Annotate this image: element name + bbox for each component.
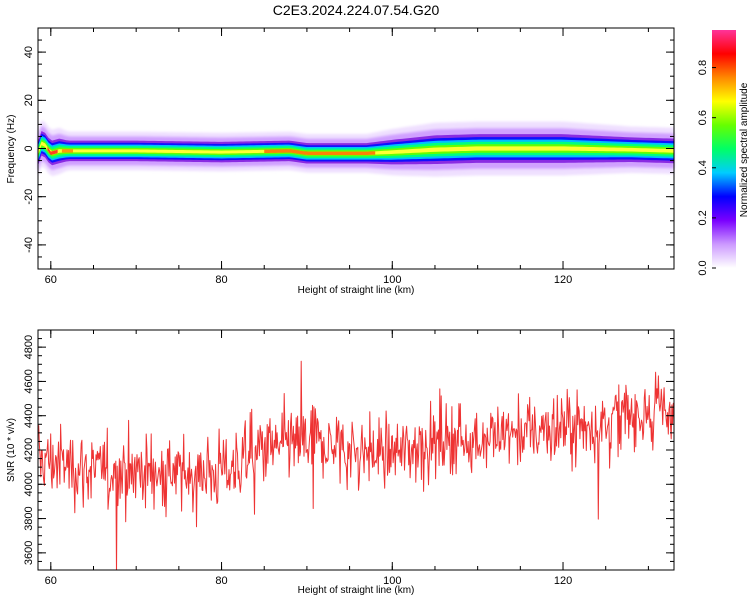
- y-tick-label: 3600: [23, 541, 35, 565]
- x-tick-label: 60: [45, 575, 57, 587]
- y-tick-label: -40: [23, 237, 35, 253]
- x-tick-label: 120: [554, 575, 572, 587]
- y-tick-label: 0: [23, 145, 35, 151]
- y-tick-label: 4200: [23, 438, 35, 462]
- y-tick-label: 4400: [23, 403, 35, 427]
- colorbar-ticks: 0.0 0.2 0.4 0.6 0.8: [697, 60, 716, 276]
- y-tick-label: -20: [23, 189, 35, 205]
- colorbar-tick-label: 0.4: [697, 160, 709, 175]
- figure-title: C2E3.2024.224.07.54.G20: [273, 2, 440, 18]
- snr-y-axis-label: SNR (10 * v/v): [6, 418, 17, 482]
- spectrogram-y-ticks: 40 20 0 -20 -40: [23, 39, 674, 258]
- x-tick-label: 80: [215, 274, 227, 286]
- colorbar-tick-label: 0.0: [697, 260, 709, 275]
- snr-panel: 60 80 100 120 3600380040004200440046004800 …: [6, 329, 675, 596]
- colorbar-tick-label: 0.2: [697, 210, 709, 225]
- y-tick-label: 4800: [23, 335, 35, 359]
- colorbar-tick-label: 0.6: [697, 110, 709, 125]
- x-tick-label: 100: [383, 274, 401, 286]
- y-tick-label: 4000: [23, 472, 35, 496]
- ridge-band: [38, 141, 674, 156]
- snr-y-ticks: 3600 3800 4000 4200 4400 4600 4800: [23, 329, 674, 571]
- ridge-core: [61, 149, 73, 153]
- spectrogram-x-axis-label: Height of straight line (km): [298, 285, 415, 296]
- snr-x-ticks: 60 80 100 120: [45, 330, 649, 587]
- y-tick-label: 40: [23, 46, 35, 58]
- y-tick-label: 20: [23, 94, 35, 106]
- colorbar-tick-label: 0.8: [697, 60, 709, 75]
- x-tick-label: 100: [383, 575, 401, 587]
- spectral-ridge: [38, 120, 674, 177]
- x-tick-label: 60: [45, 274, 57, 286]
- colorbar: 0.0 0.2 0.4 0.6 0.8 Normalized spectral ampl…: [697, 30, 750, 276]
- snr-series-line: [38, 360, 674, 570]
- colorbar-label: Normalized spectral amplitude: [739, 82, 750, 217]
- ridge-core: [47, 146, 58, 156]
- snr-x-axis-label: Height of straight line (km): [298, 585, 415, 596]
- colorbar-scale: [712, 30, 736, 268]
- x-tick-label: 80: [215, 575, 227, 587]
- spectrogram-y-axis-label: Frequency (Hz): [6, 115, 17, 184]
- spectrogram-panel: 60 80 100 120 40 20 0 -20 -40 Height of straigh…: [6, 27, 675, 296]
- y-tick-label: 4600: [23, 369, 35, 393]
- ridge-core: [264, 149, 376, 156]
- y-tick-label: 3800: [23, 506, 35, 530]
- x-tick-label: 120: [554, 274, 572, 286]
- spectrogram-x-ticks: 60 80 100 120: [45, 28, 649, 286]
